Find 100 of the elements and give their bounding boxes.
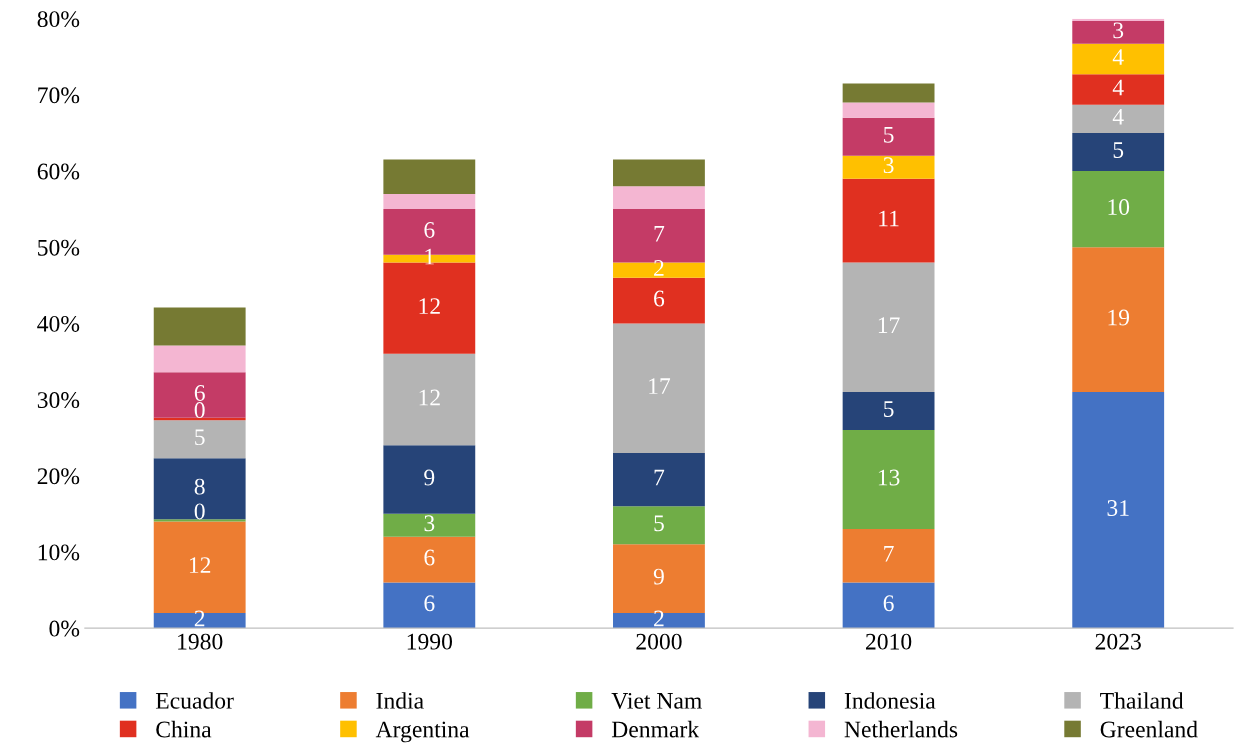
x-tick-label: 2023 [1095,633,1141,650]
bar [1072,43,1165,75]
data-label: 9 [424,469,435,486]
data-label: 12 [419,389,440,406]
bar [1072,391,1165,629]
y-tick-label: 40% [37,315,80,332]
data-label: 10 [1108,199,1130,216]
data-label: 5 [884,401,894,417]
bar [383,353,476,446]
y-tick-label: 50% [38,239,80,256]
data-label: 31 [1107,500,1129,516]
data-label: 6 [424,222,435,238]
legend-label: Thailand [1100,692,1184,709]
bar [1072,74,1165,105]
legend-label: China [156,720,212,738]
bar [613,262,705,278]
bar [842,155,935,179]
data-label: 19 [1108,309,1130,326]
bar [842,83,935,103]
bar [842,529,935,583]
bar [153,345,246,373]
data-label: 4 [1112,79,1124,96]
bar [842,117,935,156]
x-tick-label: 2000 [636,633,682,650]
bar [842,430,935,530]
data-label: 9 [653,568,664,585]
data-label: 11 [879,210,899,227]
y-tick-label: 10% [38,544,80,561]
y-tick-label: 60% [37,163,80,180]
bar [613,277,705,324]
bar [613,186,705,210]
bar [1072,171,1165,248]
data-label: 5 [1113,142,1124,158]
x-tick-label: 2010 [866,633,912,650]
data-label: 3 [1113,22,1124,39]
legend-label: Ecuador [155,692,234,709]
bar [613,506,705,545]
legend-label: Greenland [1100,720,1198,738]
data-label: 2 [194,610,205,627]
legend-label: Argentina [375,721,470,743]
data-label: 17 [878,317,900,333]
bar [1072,20,1165,44]
x-tick-label: 1980 [178,633,223,650]
bar [842,582,935,629]
bar [842,178,935,263]
bar [383,193,476,210]
bar [613,323,705,453]
bar [383,445,476,514]
y-tick-label: 80% [37,11,80,28]
legend-label: India [376,692,424,709]
data-label: 3 [424,515,435,532]
bar [153,458,246,520]
data-label: 7 [884,545,894,562]
data-label: 3 [883,157,894,174]
legend-label: Indonesia [844,692,936,709]
data-label: 6 [194,385,205,401]
legend-label: Denmark [611,720,700,738]
data-label: 0 [194,402,205,419]
data-label: 6 [883,595,894,612]
x-tick-label: 1990 [407,633,453,650]
bar [383,159,476,194]
bar [383,582,476,629]
data-label: 7 [654,469,665,486]
bar [1072,104,1165,133]
data-label: 6 [654,290,665,307]
data-label: 5 [195,429,205,446]
bar [842,262,935,392]
data-label: 2 [654,260,664,276]
bar [383,513,476,537]
bar [613,452,705,507]
y-tick-label: 70% [38,87,80,104]
data-label: 13 [878,469,900,486]
legend-label: Netherlands [844,720,958,738]
y-tick-label: 20% [37,468,80,485]
bar [153,420,246,459]
data-label: 6 [424,549,435,566]
data-label: 1 [425,248,434,265]
data-label: 6 [424,595,435,612]
data-label: 2 [654,610,664,627]
data-label: 7 [654,225,665,242]
bar [1072,247,1165,392]
bar [842,102,935,118]
bar [153,307,246,346]
bar [842,391,935,431]
data-label: 12 [419,298,440,314]
legend-label: Viet Nam [611,692,702,709]
y-tick-label: 0% [49,620,80,637]
y-tick-label: 30% [37,392,80,409]
bar [613,159,705,187]
data-label: 8 [194,478,205,495]
data-label: 4 [1112,108,1124,125]
data-label: 5 [884,126,894,143]
bar [1072,132,1165,172]
data-label: 0 [194,503,205,520]
bar [153,372,246,418]
data-label: 12 [189,557,211,573]
bar [383,536,476,583]
data-label: 5 [654,515,664,532]
data-label: 17 [649,378,671,394]
data-label: 4 [1112,49,1124,65]
